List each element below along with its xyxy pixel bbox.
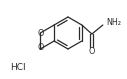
Text: NH₂: NH₂: [106, 18, 121, 27]
Text: O: O: [37, 44, 43, 53]
Text: O: O: [37, 29, 43, 38]
Text: HCl: HCl: [10, 62, 26, 71]
Text: O: O: [89, 47, 95, 56]
